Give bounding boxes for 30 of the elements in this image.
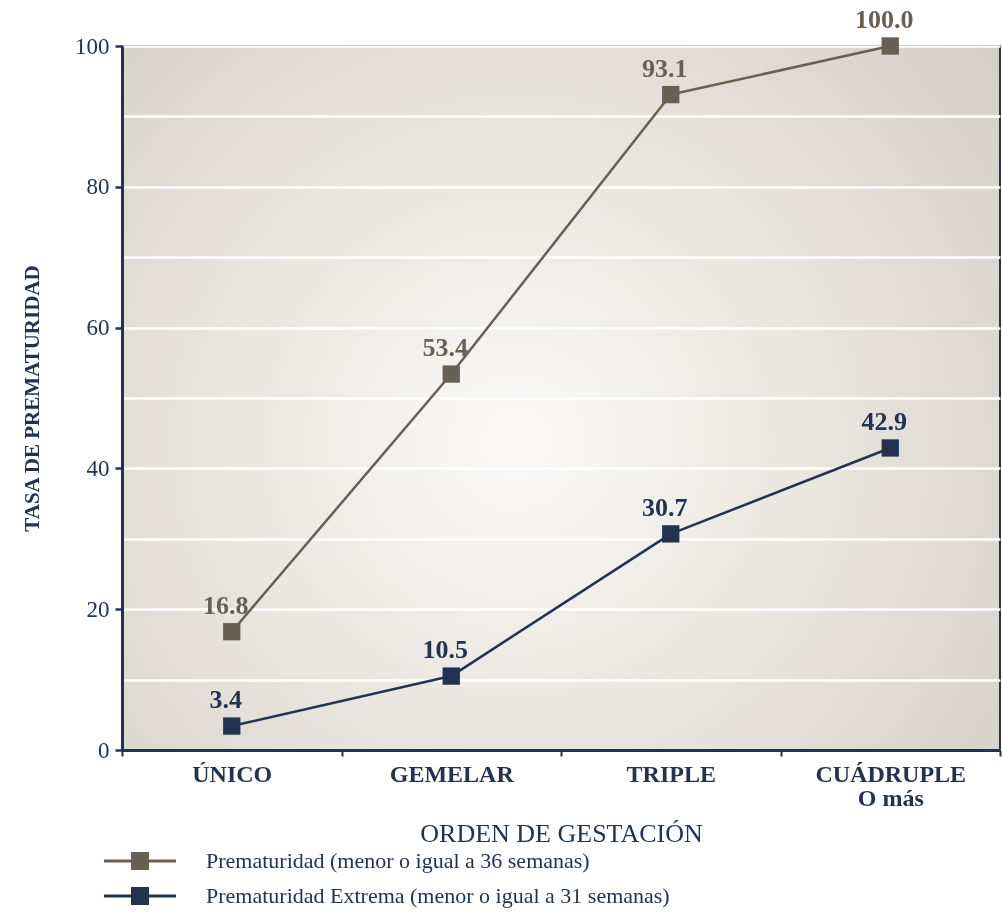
- data-label: 100.0: [855, 5, 914, 34]
- x-tick-label: CUÁDRUPLE O más: [815, 760, 967, 811]
- data-label: 42.9: [861, 406, 907, 436]
- x-tick-label: GEMELAR: [389, 760, 515, 787]
- y-tick-label: 80: [86, 174, 110, 200]
- y-tick-label: 100: [75, 33, 110, 59]
- data-label: 10.5: [422, 635, 468, 665]
- y-tick-label: 60: [86, 315, 110, 341]
- data-label: 93.1: [642, 53, 688, 83]
- data-label: 3.4: [209, 685, 242, 715]
- y-axis-title: TASA DE PREMATURIDAD: [20, 265, 44, 532]
- y-tick-label: 0: [98, 737, 110, 763]
- point: [442, 365, 460, 383]
- point: [881, 439, 899, 457]
- y-tick-label: 40: [86, 455, 110, 481]
- point: [662, 85, 680, 104]
- point: [223, 623, 241, 641]
- data-label: 16.8: [203, 590, 249, 620]
- point: [442, 667, 460, 685]
- x-tick-label: ÚNICO: [192, 760, 273, 787]
- y-tick-label: 20: [86, 596, 110, 622]
- point: [662, 525, 680, 543]
- legend-label: Prematuridad Extrema (menor o igual a 31 semanas): [206, 883, 670, 908]
- point: [881, 37, 899, 55]
- data-label: 30.7: [642, 492, 688, 522]
- legend-label: Prematuridad (menor o igual a 36 semanas): [206, 848, 590, 873]
- x-axis-title: ORDEN DE GESTACIÓN: [420, 818, 703, 848]
- data-label: 53.4: [422, 333, 468, 363]
- point: [223, 717, 241, 735]
- x-tick-label: TRIPLE: [626, 760, 716, 787]
